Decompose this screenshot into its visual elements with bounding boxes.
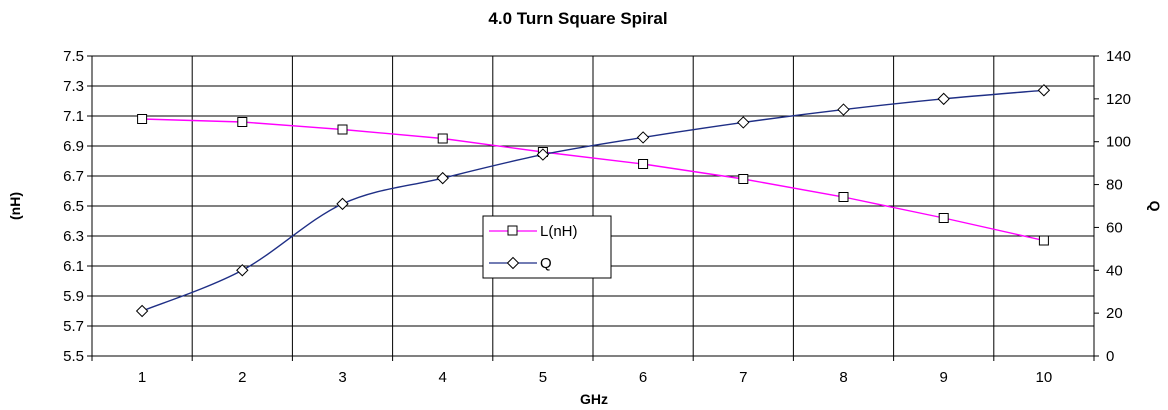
right-tick-label: 120 xyxy=(1106,91,1131,108)
right-tick-label: 0 xyxy=(1106,348,1114,365)
data-point-q xyxy=(536,148,550,161)
y-axis-label: (nH) xyxy=(7,192,23,220)
data-point-q xyxy=(236,264,249,277)
data-point-l xyxy=(938,213,949,223)
data-point-l xyxy=(437,133,448,144)
left-tick-label: 7.3 xyxy=(63,78,84,95)
data-point-l xyxy=(638,159,649,169)
data-point-q xyxy=(737,116,750,129)
x-tick-label: 1 xyxy=(138,369,146,386)
data-point-l xyxy=(337,124,348,135)
left-tick-label: 7.1 xyxy=(63,108,84,125)
x-tick-label: 2 xyxy=(238,369,246,386)
x-axis-label: GHz xyxy=(580,391,608,407)
legend-marker-q xyxy=(506,256,520,270)
x-tick-label: 10 xyxy=(1036,369,1053,386)
x-tick-label: 8 xyxy=(839,369,847,386)
y2-axis-label: Q xyxy=(1147,201,1163,212)
data-point-q xyxy=(1037,84,1051,97)
right-axis: 0 20 40 60 80 100 120 140 xyxy=(1094,48,1131,365)
x-tick-label: 7 xyxy=(739,369,747,386)
right-tick-label: 40 xyxy=(1106,262,1123,279)
data-point-l xyxy=(738,174,749,184)
legend-box xyxy=(482,215,612,279)
data-point-q xyxy=(336,197,349,211)
data-point-q xyxy=(636,131,650,144)
data-point-l xyxy=(838,192,849,202)
data-point-l xyxy=(237,117,248,127)
data-point-q xyxy=(937,92,950,106)
x-tick-label: 3 xyxy=(338,369,346,386)
series-layer xyxy=(135,84,1051,318)
series-line-q xyxy=(141,89,1044,312)
left-tick-label: 7.5 xyxy=(63,48,84,65)
data-point-q xyxy=(436,171,449,185)
right-tick-label: 140 xyxy=(1106,48,1131,65)
legend-label-l: L(nH) xyxy=(540,223,578,240)
left-tick-label: 5.9 xyxy=(63,288,84,305)
series-line-l xyxy=(142,118,1045,242)
left-tick-label: 6.9 xyxy=(63,138,84,155)
left-tick-label: 5.7 xyxy=(63,318,84,335)
chart-title: 4.0 Turn Square Spiral xyxy=(488,9,667,28)
left-axis: 5.5 5.7 5.9 6.1 6.3 6.5 6.7 6.9 7.1 7.3 7.5 xyxy=(63,48,92,365)
left-tick-label: 6.1 xyxy=(63,258,84,275)
legend-label-q: Q xyxy=(540,255,552,272)
right-tick-label: 80 xyxy=(1106,177,1123,194)
left-tick-label: 6.3 xyxy=(63,228,84,245)
x-tick-label: 6 xyxy=(639,369,647,386)
x-axis: 1 2 3 4 5 6 7 8 9 10 xyxy=(91,356,1095,386)
right-tick-label: 20 xyxy=(1106,305,1123,322)
legend: L(nH) Q xyxy=(482,215,612,279)
x-tick-label: 5 xyxy=(539,369,547,386)
data-point-q xyxy=(837,103,850,116)
left-tick-label: 6.7 xyxy=(63,168,84,185)
right-tick-label: 100 xyxy=(1106,134,1131,151)
data-point-l xyxy=(137,114,148,124)
x-tick-label: 4 xyxy=(439,369,447,386)
legend-marker-l xyxy=(507,225,518,236)
data-point-q xyxy=(135,304,149,318)
left-tick-label: 5.5 xyxy=(63,348,84,365)
x-tick-label: 9 xyxy=(940,369,948,386)
right-tick-label: 60 xyxy=(1106,219,1123,236)
left-tick-label: 6.5 xyxy=(63,198,84,215)
data-point-l xyxy=(1038,235,1049,246)
